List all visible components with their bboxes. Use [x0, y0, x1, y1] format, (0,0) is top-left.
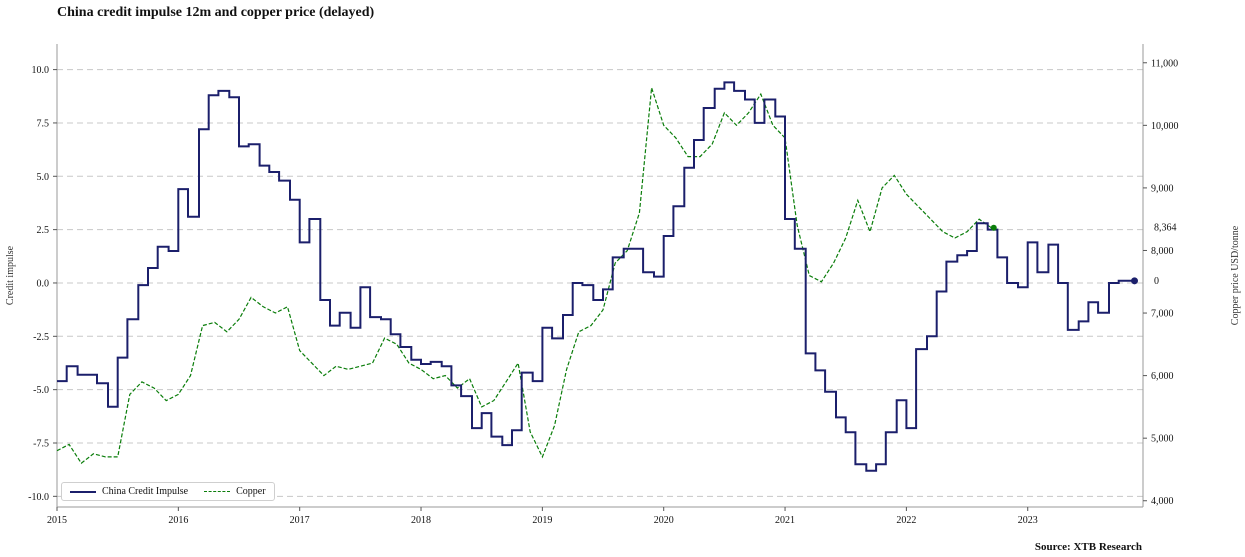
copper-last-label: 8,364	[1154, 223, 1177, 234]
x-tick-label: 2022	[896, 515, 916, 526]
left-tick-label: -2.5	[33, 332, 49, 343]
credit-impulse-series	[57, 81, 1135, 472]
right-tick-label: 10,000	[1151, 121, 1179, 132]
legend-swatch-impulse	[70, 490, 96, 493]
left-tick-label: -10.0	[28, 492, 49, 503]
right-tick-label: 9,000	[1151, 183, 1174, 194]
chart-title: China credit impulse 12m and copper pric…	[57, 5, 375, 20]
right-tick-label: 8,000	[1151, 246, 1174, 257]
legend-item-impulse: China Credit Impulse	[70, 486, 188, 497]
right-tick-label: 6,000	[1151, 371, 1174, 382]
left-tick-label: 0.0	[37, 278, 50, 289]
x-tick-label: 2021	[775, 515, 795, 526]
x-tick-label: 2023	[1018, 515, 1038, 526]
legend-label-impulse: China Credit Impulse	[102, 486, 189, 497]
source-note: Source: XTB Research	[1034, 541, 1142, 553]
left-tick-label: -5.0	[33, 385, 49, 396]
right-tick-label: 7,000	[1151, 309, 1174, 320]
legend-item-copper: Copper	[204, 486, 266, 497]
x-tick-label: 2015	[47, 515, 67, 526]
y-axis-label-right: Copper price USD/tonne	[1230, 225, 1241, 325]
legend: China Credit Impulse Copper	[61, 482, 275, 501]
left-tick-label: 10.0	[32, 65, 50, 76]
legend-swatch-copper	[204, 491, 231, 492]
left-tick-label: -7.5	[33, 438, 49, 449]
left-tick-label: 2.5	[37, 225, 50, 236]
legend-label-copper: Copper	[236, 486, 266, 497]
right-tick-label: 4,000	[1151, 496, 1174, 507]
x-tick-label: 2020	[654, 515, 674, 526]
credit-impulse-line	[57, 81, 1135, 472]
credit-impulse-last-point	[1131, 277, 1139, 285]
y-axis-label-left: Credit impulse	[5, 245, 16, 305]
x-tick-label: 2016	[168, 515, 188, 526]
left-y-axis-ticks: -10.0 -7.5 -5.0 -2.5 0.0 2.5 5.0 7.5 10.0	[28, 65, 57, 503]
copper-last-point	[990, 224, 997, 231]
copper-line	[56, 87, 994, 465]
credit-impulse-last-label: 0	[1154, 276, 1159, 287]
left-tick-label: 5.0	[37, 172, 50, 183]
left-tick-label: 7.5	[37, 118, 50, 129]
right-tick-label: 5,000	[1151, 434, 1174, 445]
axes	[56, 44, 1144, 508]
right-y-axis-ticks: 4,000 5,000 6,000 7,000 8,000 9,000 10,000 11,0…	[1143, 58, 1179, 507]
x-tick-label: 2019	[532, 515, 552, 526]
gridlines	[57, 69, 1143, 497]
x-axis-ticks: 2015 2016 2017 2018 2019 2020 2021 2022 2023	[47, 507, 1038, 526]
x-tick-label: 2017	[290, 515, 310, 526]
copper-series	[56, 87, 994, 465]
x-tick-label: 2018	[411, 515, 431, 526]
right-tick-label: 11,000	[1151, 58, 1178, 69]
annotations: 0 8,364	[990, 223, 1177, 287]
